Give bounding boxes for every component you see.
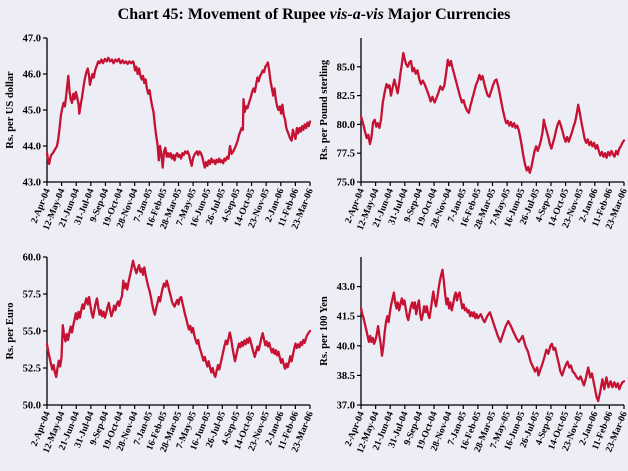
y-tick-label: 50.0 bbox=[23, 401, 41, 412]
y-axis-title: Rs. per US dollar bbox=[5, 71, 16, 149]
y-tick-label: 38.5 bbox=[337, 371, 355, 382]
subplot-pound: 75.0 77.5 80.0 82.5 85.0 2-Apr-04 12-May-04 21-… bbox=[314, 30, 628, 243]
title-suffix: Major Currencies bbox=[383, 6, 511, 23]
y-tick-label: 55.0 bbox=[23, 327, 41, 338]
y-tick-label: 41.5 bbox=[337, 312, 355, 323]
subplot-usd: 43.0 44.0 45.0 46.0 47.0 2-Apr-04 12-May-04 21-… bbox=[0, 30, 314, 243]
y-tick-label: 82.5 bbox=[337, 91, 355, 102]
y-tick-label: 43.0 bbox=[23, 178, 41, 189]
y-tick-label: 37.0 bbox=[337, 401, 355, 412]
y-tick-label: 47.0 bbox=[23, 34, 41, 45]
y-axis-title: Rs. per Pound sterling bbox=[319, 59, 330, 160]
y-tick-label: 57.5 bbox=[23, 290, 41, 301]
y-tick-label: 80.0 bbox=[337, 120, 355, 131]
usd-chart-svg: 43.044.045.046.047.02-Apr-0412-May-0421-… bbox=[5, 34, 314, 232]
y-tick-label: 85.0 bbox=[337, 62, 355, 73]
series-line bbox=[359, 268, 626, 403]
y-tick-label: 46.0 bbox=[23, 70, 41, 81]
y-tick-label: 60.0 bbox=[23, 253, 41, 264]
series-line bbox=[359, 51, 626, 174]
subplot-euro: 50.0 52.5 55.0 57.5 60.0 2-Apr-04 12-May-04 21-… bbox=[0, 243, 314, 471]
series-line bbox=[45, 56, 312, 169]
page-title: Chart 45: Movement of Rupee vis-a-vis Ma… bbox=[0, 0, 628, 30]
y-tick-label: 44.0 bbox=[23, 142, 41, 153]
subplot-yen: 37.0 38.5 40.0 41.5 43.0 2-Apr-04 12-May-04 21-… bbox=[314, 243, 628, 471]
y-axis-title: Rs. per 100 Yen bbox=[319, 296, 330, 366]
subplot-grid: 43.0 44.0 45.0 46.0 47.0 2-Apr-04 12-May-04 21-… bbox=[0, 30, 628, 471]
euro-chart-svg: 50.052.555.057.560.02-Apr-0412-May-0421-… bbox=[5, 253, 314, 455]
title-prefix: Chart 45: Movement of Rupee bbox=[117, 6, 330, 23]
y-tick-label: 45.0 bbox=[23, 106, 41, 117]
yen-chart-svg: 37.038.540.041.543.02-Apr-0412-May-0421-… bbox=[319, 257, 628, 455]
title-italic: vis-a-vis bbox=[329, 6, 384, 23]
y-tick-label: 40.0 bbox=[337, 341, 355, 352]
y-tick-label: 77.5 bbox=[337, 149, 355, 160]
y-axis-title: Rs. per Euro bbox=[5, 302, 16, 359]
y-tick-label: 52.5 bbox=[23, 364, 41, 375]
pound-chart-svg: 75.077.580.082.585.02-Apr-0412-May-0421-… bbox=[319, 38, 628, 232]
series-line bbox=[45, 259, 312, 379]
y-tick-label: 75.0 bbox=[337, 178, 355, 189]
y-tick-label: 43.0 bbox=[337, 282, 355, 293]
